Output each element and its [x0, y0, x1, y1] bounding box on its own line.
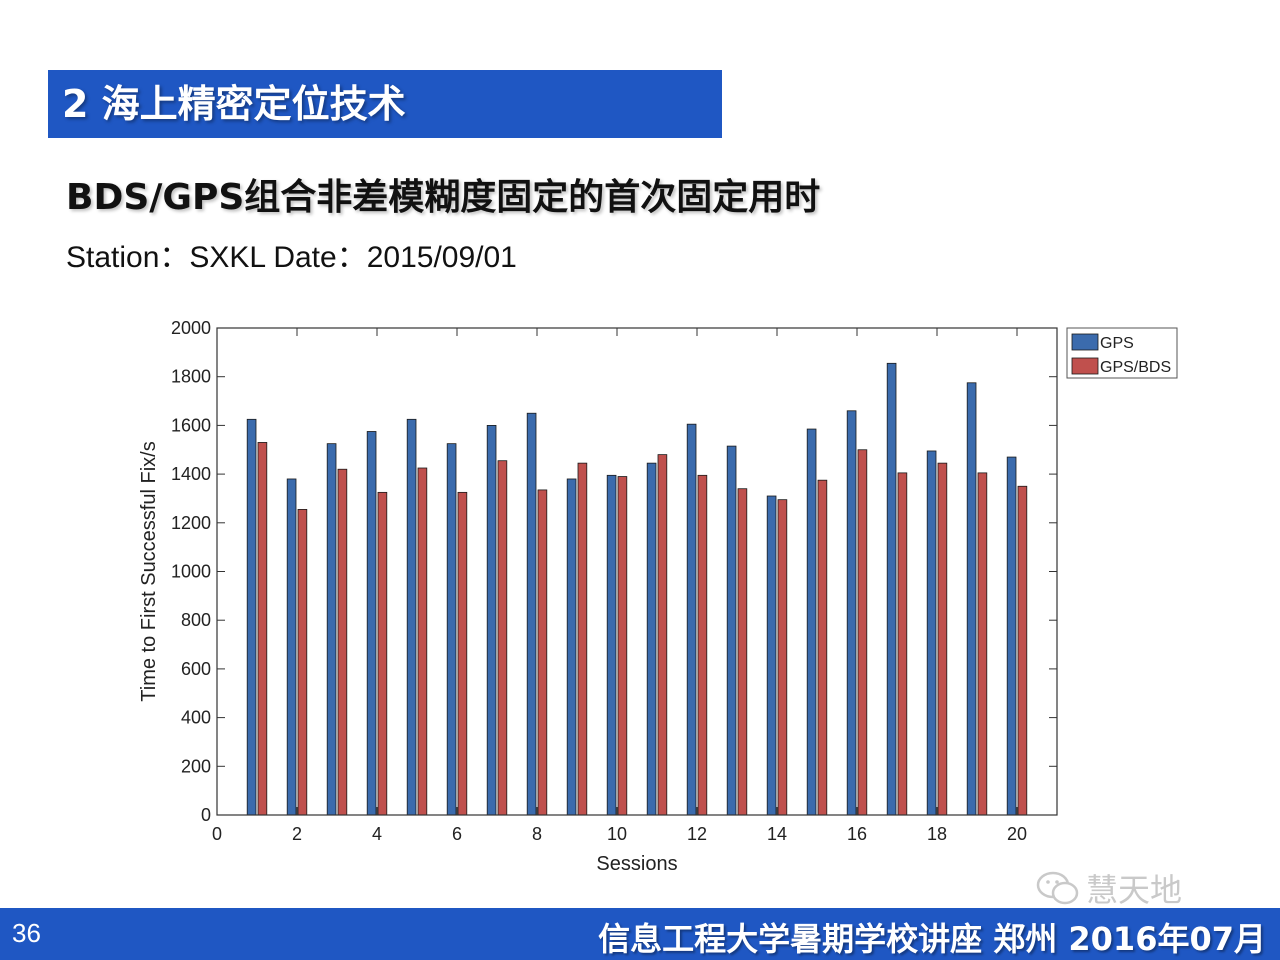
legend-label: GPS	[1100, 335, 1134, 352]
x-tick-label: 0	[212, 824, 222, 844]
x-axis-label: Sessions	[596, 853, 677, 875]
page-number: 36	[12, 918, 41, 948]
x-tick-label: 16	[847, 824, 867, 844]
y-tick-label: 200	[181, 756, 211, 776]
footer-text: 信息工程大学暑期学校讲座 郑州 2016年07月	[598, 920, 1266, 958]
bar	[806, 428, 817, 816]
legend-swatch	[1071, 357, 1099, 375]
y-tick-label: 1200	[171, 513, 211, 533]
x-tick-label: 10	[607, 824, 627, 844]
y-tick-label: 800	[181, 610, 211, 630]
bar	[657, 454, 668, 816]
x-tick-label: 2	[292, 824, 302, 844]
bar	[366, 431, 377, 816]
bar	[966, 382, 977, 816]
x-tick-label: 4	[372, 824, 382, 844]
bar	[1006, 456, 1017, 816]
bar	[537, 489, 548, 816]
bar	[886, 362, 897, 816]
bar	[246, 418, 257, 816]
wechat-icon	[1036, 871, 1079, 905]
bar	[257, 442, 268, 816]
bar	[526, 412, 537, 816]
y-tick-label: 1400	[171, 464, 211, 484]
bar	[286, 478, 297, 816]
bar	[926, 450, 937, 816]
bar	[857, 449, 868, 816]
y-tick-label: 1800	[171, 367, 211, 387]
bar	[1017, 485, 1028, 816]
bar	[617, 476, 628, 816]
footer-bar: 36 信息工程大学暑期学校讲座 郑州 2016年07月	[0, 908, 1280, 960]
x-tick-label: 18	[927, 824, 947, 844]
y-tick-label: 2000	[171, 318, 211, 338]
y-tick-label: 400	[181, 708, 211, 728]
bar	[937, 462, 948, 816]
bar	[697, 474, 708, 816]
bar	[606, 474, 617, 816]
bar	[297, 509, 308, 816]
bar	[457, 491, 468, 816]
bar	[817, 479, 828, 816]
x-tick-label: 8	[532, 824, 542, 844]
section-title: 2 海上精密定位技术	[62, 82, 406, 126]
bar	[406, 418, 417, 816]
bar-chart: 0 200 400 600 800 1000 1200 1400 1600 1800 2000 0 2 4…	[138, 318, 1178, 875]
bar	[377, 491, 388, 816]
bar	[777, 499, 788, 816]
bar	[497, 460, 508, 816]
bar	[337, 468, 348, 816]
watermark-text: 慧天地	[1086, 871, 1183, 909]
bar	[646, 462, 657, 816]
bar	[766, 495, 777, 816]
bar	[846, 410, 857, 816]
y-axis-label: Time to First Successful Fix/s	[138, 441, 160, 701]
bar	[446, 443, 457, 816]
bar	[486, 425, 497, 816]
y-tick-label: 0	[201, 805, 211, 825]
series-gps-bds	[257, 442, 1028, 816]
bar	[897, 472, 908, 816]
bar	[686, 423, 697, 816]
x-tick-label: 12	[687, 824, 707, 844]
bar	[326, 443, 337, 816]
plot-area	[217, 328, 1057, 815]
y-tick-label: 600	[181, 659, 211, 679]
watermark: 慧天地	[1036, 866, 1182, 910]
bar	[417, 467, 428, 816]
bar	[737, 488, 748, 816]
legend-swatch	[1071, 333, 1099, 351]
bar	[726, 445, 737, 816]
y-tick-label: 1600	[171, 415, 211, 435]
legend-label: GPS/BDS	[1100, 359, 1171, 376]
slide-heading: BDS/GPS组合非差模糊度固定的首次固定用时	[66, 177, 821, 218]
bar	[566, 478, 577, 816]
y-tick-label: 1000	[171, 562, 211, 582]
x-tick-label: 6	[452, 824, 462, 844]
bar	[977, 472, 988, 816]
station-date-line: Station：SXKL Date：2015/09/01	[66, 241, 517, 274]
bar	[577, 462, 588, 816]
legend: GPS GPS/BDS	[1066, 327, 1178, 379]
section-header-bar: 2 海上精密定位技术	[48, 70, 722, 138]
x-tick-label: 20	[1007, 824, 1027, 844]
x-tick-label: 14	[767, 824, 787, 844]
